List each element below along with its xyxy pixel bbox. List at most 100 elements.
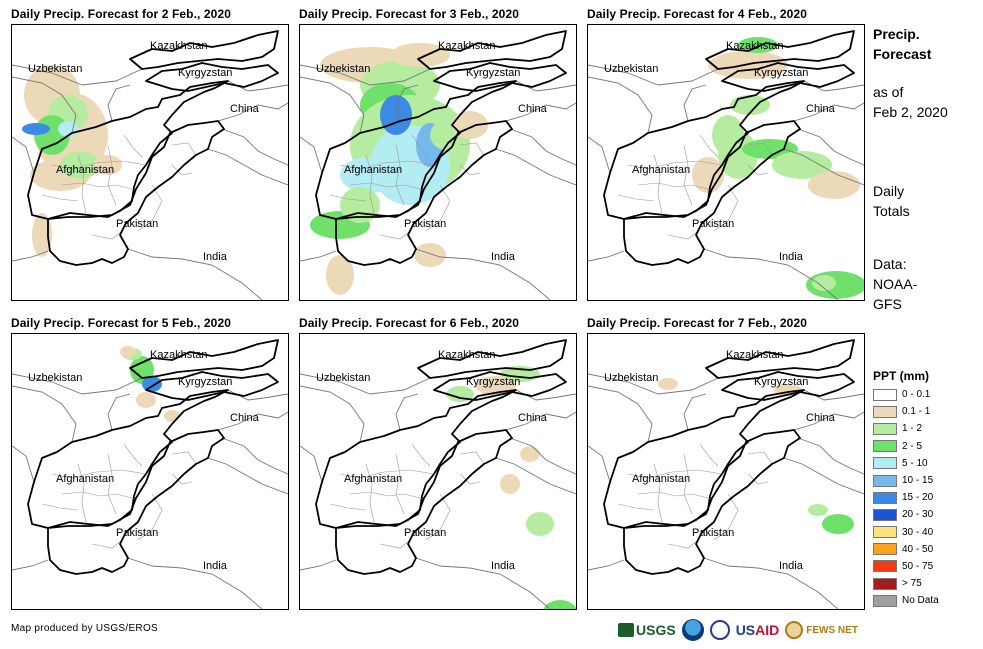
admin-boundary [703,248,839,300]
precip-area [142,376,162,392]
admin-boundary [207,148,288,186]
side-asof-line2: Feb 2, 2020 [873,104,948,120]
province-boundary [107,144,117,206]
place-label-china: China [806,412,835,424]
side-daily-line2: Totals [873,203,910,219]
legend-item: 0.1 - 1 [873,403,978,420]
credit-text: Map produced by USGS/EROS [11,623,159,634]
province-boundary [61,491,133,499]
legend-label: 1 - 2 [902,423,923,435]
admin-boundary [12,445,35,483]
legend-item: > 75 [873,575,978,592]
place-label-india: India [491,560,515,572]
admin-boundary [217,102,288,122]
place-label-uzbekistan: Uzbekistan [28,63,83,75]
place-label-kazakhstan: Kazakhstan [726,349,784,361]
province-boundary [637,491,709,499]
admin-boundary [221,437,288,475]
admin-boundary [683,393,707,431]
precip-area [808,171,860,199]
legend-label: 20 - 30 [902,509,934,521]
province-boundary [425,493,451,541]
admin-boundary [509,128,576,166]
kyrgyzstan-outline [721,371,855,401]
admin-boundary [588,250,625,262]
place-label-india: India [203,251,227,263]
admin-boundary [505,411,576,431]
forecast-map: Kazakhstan Uzbekistan Kyrgyzstan China Afgha… [11,24,289,301]
legend-label: 10 - 15 [902,475,934,487]
precip-area [22,123,50,135]
legend-item: 15 - 20 [873,489,978,506]
province-boundary [339,469,435,479]
place-label-uzbekistan: Uzbekistan [28,372,83,384]
province-boundary [107,453,117,515]
province-boundary [683,453,693,515]
place-label-kyrgyzstan: Kyrgyzstan [178,67,233,79]
province-boundary [395,144,405,206]
precip-area [500,474,520,494]
precip-area [32,213,52,257]
admin-boundary [415,248,551,300]
logo-strip: USGS USAID FEWS NET [618,616,858,644]
legend-swatch [873,474,897,487]
admin-boundary [300,76,365,134]
legend-label: 5 - 10 [902,457,928,469]
province-boundary [667,539,699,549]
usgs-logo: USGS [618,622,676,638]
precip-area [812,275,836,291]
place-label-kazakhstan: Kazakhstan [438,40,496,52]
province-boundary [379,539,411,549]
map-canvas [588,30,864,300]
admin-boundary [12,76,77,134]
province-boundary [459,164,481,176]
province-boundary [329,503,367,511]
precip-area [390,43,450,67]
side-asof: as of Feb 2, 2020 [873,82,948,122]
province-boundary [713,184,739,232]
province-boundary [379,230,411,240]
admin-boundary [395,393,419,431]
precip-area [822,514,854,534]
province-boundary [91,230,123,240]
place-label-pakistan: Pakistan [692,218,735,230]
province-boundary [747,451,773,465]
forecast-map: Kazakhstan Uzbekistan Kyrgyzstan China Afgha… [587,333,865,610]
place-label-kazakhstan: Kazakhstan [438,349,496,361]
precip-area [658,378,678,390]
province-boundary [51,160,147,170]
pakistan-outline [623,429,801,575]
province-boundary [713,493,739,541]
kyrgyzstan-outline [433,371,567,401]
place-label-india: India [203,560,227,572]
admin-boundary [588,64,719,86]
legend-label: 0.1 - 1 [902,406,931,418]
legend-item: No Data [873,592,978,609]
place-label-uzbekistan: Uzbekistan [604,63,659,75]
admin-boundary [107,393,131,431]
province-boundary [349,182,421,190]
admin-boundary [12,250,49,262]
province-boundary [91,539,123,549]
legend-label: 15 - 20 [902,492,934,504]
legend-swatch [873,457,897,470]
legend-item: 40 - 50 [873,541,978,558]
place-label-kazakhstan: Kazakhstan [726,40,784,52]
pakistan-outline [47,429,225,575]
admin-boundary [509,437,576,475]
admin-boundary [793,102,864,122]
province-boundary [747,473,769,485]
admin-boundary [300,64,431,86]
province-boundary [699,443,719,467]
side-data-source: Data: NOAA- GFS [873,254,917,314]
forecast-map: Kazakhstan Uzbekistan Kyrgyzstan China Afgha… [11,333,289,610]
usgs-wave-icon [618,623,634,637]
place-label-china: China [230,103,259,115]
province-boundary [123,443,143,467]
panel-title: Daily Precip. Forecast for 2 Feb., 2020 [11,7,231,21]
province-boundary [459,473,481,485]
precip-area [94,155,122,175]
legend-swatch [873,560,897,573]
legend-item: 30 - 40 [873,524,978,541]
legend-swatch [873,422,897,435]
